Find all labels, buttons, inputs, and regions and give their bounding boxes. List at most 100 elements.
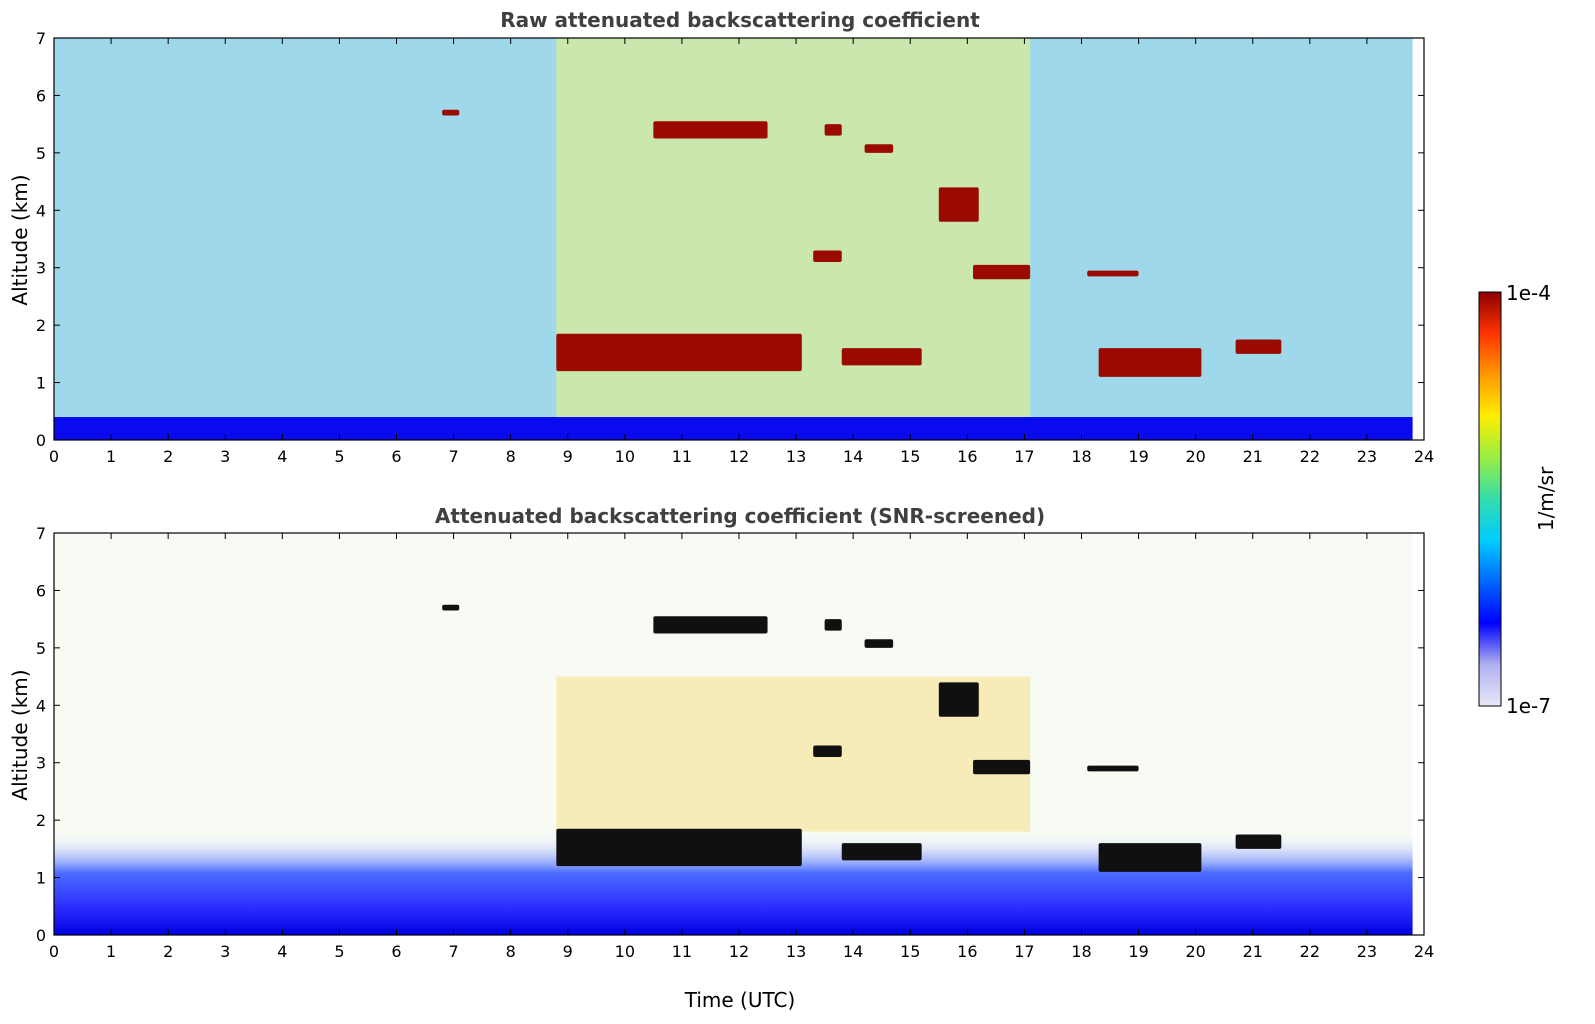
x-tick-label: 17 <box>1014 942 1034 961</box>
y-tick-label: 6 <box>36 581 46 600</box>
x-tick-label: 10 <box>615 942 635 961</box>
cloud-layer <box>938 187 979 222</box>
colorbar-max-label: 1e-4 <box>1506 281 1551 305</box>
daytime-noise-region <box>556 38 1031 440</box>
cloud-layer <box>973 264 1031 280</box>
cloud-layer <box>653 121 768 139</box>
x-tick-label: 16 <box>957 942 977 961</box>
cloud-layer <box>1235 834 1282 849</box>
cloud-layer <box>841 348 922 366</box>
x-tick-label: 20 <box>1185 447 1205 466</box>
panel-raw-title: Raw attenuated backscattering coefficien… <box>500 8 980 32</box>
y-tick-label: 4 <box>36 696 46 715</box>
x-tick-label: 15 <box>900 447 920 466</box>
y-tick-label: 2 <box>36 811 46 830</box>
x-tick-label: 24 <box>1414 447 1434 466</box>
y-tick-label: 6 <box>36 86 46 105</box>
cloud-layer <box>442 109 460 116</box>
panel-raw-y-axis-label: Altitude (km) <box>8 174 32 305</box>
panel-raw: Raw attenuated backscattering coefficien… <box>8 8 1434 466</box>
y-tick-label: 2 <box>36 316 46 335</box>
x-tick-label: 0 <box>49 447 59 466</box>
x-tick-label: 6 <box>391 942 401 961</box>
x-tick-label: 22 <box>1300 942 1320 961</box>
x-tick-label: 22 <box>1300 447 1320 466</box>
cloud-layer <box>813 250 842 262</box>
cloud-layer <box>556 828 802 867</box>
x-tick-label: 3 <box>220 942 230 961</box>
x-tick-label: 3 <box>220 447 230 466</box>
y-tick-label: 5 <box>36 639 46 658</box>
y-tick-label: 7 <box>36 29 46 48</box>
x-tick-label: 4 <box>277 942 287 961</box>
cloud-layer <box>1098 843 1202 872</box>
cloud-layer <box>938 682 979 717</box>
panel-screened-plot-area: 0 1 2 3 4 5 6 7 8 9 10 11 12 13 14 15 16 17 18 19 20 21 22 23 24… <box>36 524 1434 961</box>
cloud-layer <box>841 843 922 861</box>
x-tick-label: 16 <box>957 447 977 466</box>
y-tick-label: 4 <box>36 201 46 220</box>
x-tick-label: 8 <box>506 942 516 961</box>
x-tick-label: 2 <box>163 447 173 466</box>
x-tick-label: 23 <box>1357 942 1377 961</box>
cloud-layer <box>653 616 768 634</box>
x-tick-label: 18 <box>1071 447 1091 466</box>
y-tick-label: 0 <box>36 926 46 945</box>
x-tick-label: 11 <box>672 942 692 961</box>
x-tick-label: 9 <box>563 942 573 961</box>
cloud-layer <box>442 604 460 611</box>
x-tick-label: 15 <box>900 942 920 961</box>
cloud-layer <box>1235 339 1282 354</box>
x-tick-label: 0 <box>49 942 59 961</box>
y-tick-label: 3 <box>36 754 46 773</box>
panel-screened-y-axis-label: Altitude (km) <box>8 669 32 800</box>
x-tick-label: 12 <box>729 447 749 466</box>
panel-screened: Attenuated backscattering coefficient (S… <box>8 504 1434 1012</box>
panel-raw-plot-area: 0 1 2 3 4 5 6 7 8 9 10 11 12 13 14 15 16 17 18 19 20 21 22 23 24… <box>36 29 1434 466</box>
x-tick-label: 7 <box>448 447 458 466</box>
cloud-layer <box>824 124 842 136</box>
y-tick-label: 1 <box>36 869 46 888</box>
x-tick-label: 5 <box>334 942 344 961</box>
cloud-layer <box>973 759 1031 775</box>
x-tick-label: 14 <box>843 447 863 466</box>
x-tick-label: 13 <box>786 942 806 961</box>
x-tick-label: 14 <box>843 942 863 961</box>
x-tick-label: 13 <box>786 447 806 466</box>
colorbar-min-label: 1e-7 <box>1506 694 1551 718</box>
x-tick-label: 8 <box>506 447 516 466</box>
panel-screened-x-axis-label: Time (UTC) <box>684 988 796 1012</box>
x-tick-label: 2 <box>163 942 173 961</box>
cloud-layer <box>556 333 802 372</box>
x-tick-label: 12 <box>729 942 749 961</box>
x-tick-label: 21 <box>1243 942 1263 961</box>
surface-layer <box>54 417 1413 440</box>
x-tick-label: 24 <box>1414 942 1434 961</box>
colorbar: 1e-4 1e-7 1/m/sr <box>1478 281 1558 718</box>
x-tick-label: 19 <box>1128 447 1148 466</box>
x-tick-label: 4 <box>277 447 287 466</box>
x-tick-label: 23 <box>1357 447 1377 466</box>
x-tick-label: 5 <box>334 447 344 466</box>
panel-screened-title: Attenuated backscattering coefficient (S… <box>435 504 1045 528</box>
x-tick-label: 1 <box>106 447 116 466</box>
x-tick-label: 18 <box>1071 942 1091 961</box>
x-tick-label: 6 <box>391 447 401 466</box>
x-tick-label: 1 <box>106 942 116 961</box>
cloud-layer <box>813 745 842 757</box>
y-tick-label: 0 <box>36 431 46 450</box>
x-tick-label: 9 <box>563 447 573 466</box>
cloud-layer <box>1087 765 1139 772</box>
y-tick-label: 5 <box>36 144 46 163</box>
x-tick-label: 7 <box>448 942 458 961</box>
x-tick-label: 17 <box>1014 447 1034 466</box>
x-tick-label: 21 <box>1243 447 1263 466</box>
x-tick-label: 19 <box>1128 942 1148 961</box>
cloud-layer <box>1098 348 1202 377</box>
x-tick-label: 11 <box>672 447 692 466</box>
cloud-layer <box>864 144 894 153</box>
x-tick-label: 20 <box>1185 942 1205 961</box>
x-tick-label: 10 <box>615 447 635 466</box>
cloud-layer <box>864 639 894 648</box>
